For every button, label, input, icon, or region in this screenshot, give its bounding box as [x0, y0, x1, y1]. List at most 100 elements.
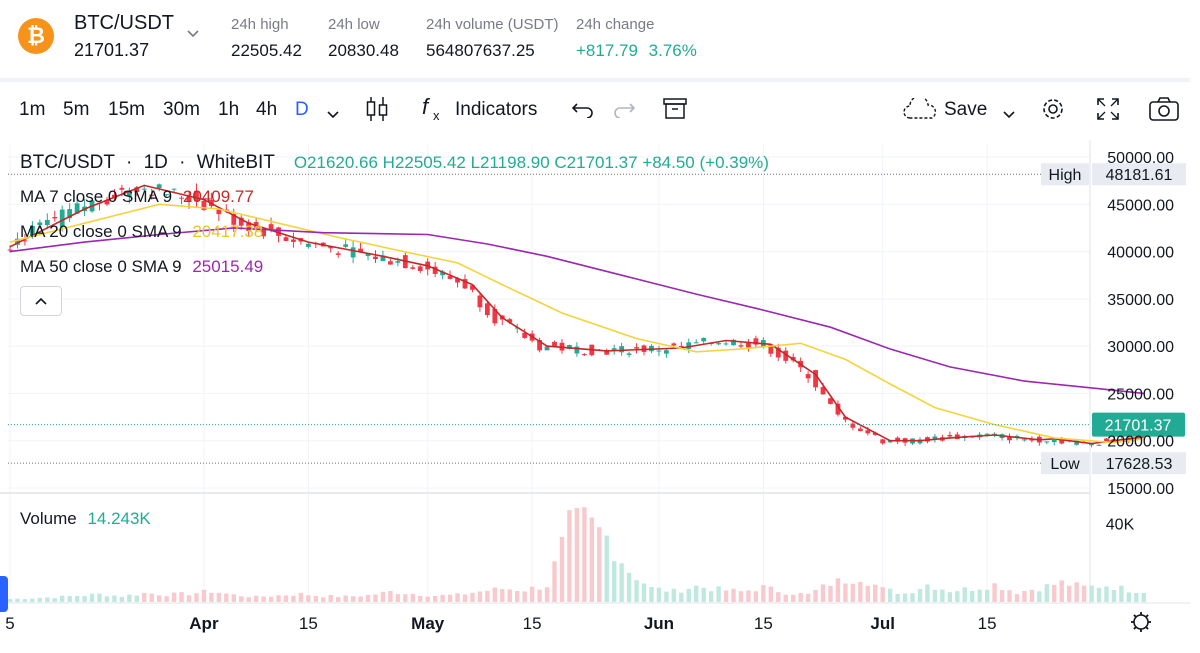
- volume-bar: [1007, 590, 1012, 602]
- candle-body: [358, 248, 363, 253]
- legend-volume[interactable]: Volume 14.243K: [20, 509, 151, 528]
- candle-body: [1066, 439, 1072, 442]
- candle-body: [634, 347, 639, 349]
- save-button[interactable]: Save: [944, 99, 988, 120]
- volume-bar: [127, 594, 132, 602]
- candle-body: [992, 433, 997, 436]
- marker-name-high: High: [1049, 167, 1082, 184]
- side-panel-handle[interactable]: [0, 576, 8, 612]
- candle-body: [1051, 439, 1057, 443]
- candle-body: [82, 206, 87, 211]
- save-dropdown-chevron-icon[interactable]: [1002, 104, 1016, 126]
- candle-body: [1044, 441, 1050, 443]
- candle-body: [380, 255, 386, 262]
- price-tick-label: 40000.00: [1107, 245, 1174, 262]
- interval-d[interactable]: D: [295, 99, 309, 120]
- marker-price-tag-high: [1092, 163, 1186, 186]
- cloud-save-icon[interactable]: [902, 95, 940, 128]
- volume-bar: [716, 586, 721, 602]
- chevron-down-icon[interactable]: [186, 26, 200, 42]
- candle-body: [1029, 439, 1035, 441]
- volume-bar: [253, 595, 259, 602]
- candle-body: [1007, 436, 1012, 441]
- candle-body: [753, 338, 759, 345]
- interval-30m[interactable]: 30m: [163, 99, 200, 120]
- volume-bar: [1029, 589, 1035, 602]
- interval-1h[interactable]: 1h: [218, 99, 240, 120]
- candles-icon[interactable]: [364, 94, 390, 130]
- volume-bar: [97, 593, 102, 602]
- candle-body: [1096, 444, 1102, 446]
- header-divider: [0, 78, 1190, 82]
- candle-body: [611, 348, 617, 350]
- volume-bar: [1022, 590, 1027, 602]
- volume-bar: [522, 591, 527, 602]
- candle-body: [768, 344, 774, 354]
- candle-body: [268, 224, 274, 230]
- indicators-button[interactable]: Indicators: [455, 99, 538, 120]
- volume-bar: [895, 593, 900, 602]
- undo-icon[interactable]: [571, 98, 595, 124]
- volume-bar: [380, 591, 386, 602]
- volume-bar: [410, 593, 415, 602]
- legend-ma20[interactable]: MA 20 close 0 SMA 9 20417.38: [20, 222, 264, 241]
- interval-15m[interactable]: 15m: [108, 99, 145, 120]
- volume-bar: [268, 596, 274, 602]
- volume-bar: [552, 561, 557, 602]
- gear-icon[interactable]: [1038, 94, 1068, 130]
- volume-bar: [343, 595, 348, 602]
- legend-ma7[interactable]: MA 7 close 0 SMA 9 20409.77: [20, 187, 254, 206]
- candle-body: [813, 370, 818, 388]
- interval-5m[interactable]: 5m: [63, 99, 90, 120]
- archive-icon[interactable]: [662, 96, 688, 128]
- volume-bar: [731, 588, 736, 602]
- candle-body: [365, 253, 371, 257]
- volume-bar: [679, 592, 684, 602]
- volume-bar: [1037, 591, 1042, 602]
- volume-bar: [574, 508, 580, 602]
- candle-body: [865, 430, 871, 434]
- legend-ma50[interactable]: MA 50 close 0 SMA 9 25015.49: [20, 257, 264, 276]
- volume-bar: [955, 591, 960, 602]
- volume-bar: [82, 595, 87, 602]
- candle-body: [492, 308, 498, 324]
- candle-body: [559, 342, 565, 351]
- candle-body: [999, 434, 1005, 439]
- candle-body: [313, 243, 319, 245]
- fullscreen-icon[interactable]: [1095, 96, 1121, 128]
- redo-icon[interactable]: [612, 98, 636, 124]
- gear-tooth: [1145, 614, 1149, 618]
- volume-bar: [306, 595, 311, 602]
- volume-bar: [917, 589, 923, 602]
- volume-bar: [515, 590, 520, 602]
- candle-body: [52, 216, 58, 219]
- volume-bar: [1126, 592, 1132, 602]
- candle-body: [350, 247, 356, 258]
- interval-dropdown-chevron-icon[interactable]: [326, 104, 340, 126]
- interval-1m[interactable]: 1m: [19, 99, 46, 120]
- marker-price-low: 17628.53: [1106, 456, 1173, 473]
- candle-body: [343, 244, 349, 247]
- interval-4h[interactable]: 4h: [256, 99, 278, 120]
- volume-bar: [134, 595, 140, 602]
- volume-bar: [7, 599, 13, 602]
- volume-bar: [358, 596, 363, 602]
- volume-bar: [112, 595, 117, 602]
- candle-body: [686, 342, 692, 349]
- volume-bar: [22, 599, 28, 602]
- collapse-legend-button[interactable]: [20, 286, 62, 316]
- candle-body: [716, 343, 722, 345]
- time-tick-label: Apr: [189, 614, 219, 633]
- volume-bar: [1119, 585, 1124, 602]
- camera-icon[interactable]: [1148, 96, 1180, 128]
- candle-body: [455, 278, 460, 283]
- candle-body: [1104, 438, 1109, 442]
- candle-body: [701, 337, 707, 342]
- candle-body: [1059, 438, 1065, 444]
- symbol-pair[interactable]: BTC/USDT: [74, 12, 174, 34]
- volume-bar: [1059, 580, 1064, 602]
- marker-price-high: 48181.61: [1106, 167, 1173, 184]
- candle-body: [857, 428, 863, 432]
